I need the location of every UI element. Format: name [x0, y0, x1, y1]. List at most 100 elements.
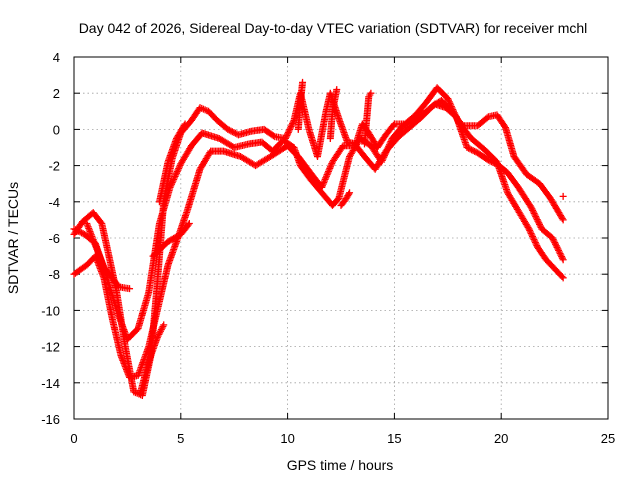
plus-marker	[299, 78, 307, 86]
x-tick-labels: 0 5 10 15 20 25	[70, 431, 615, 446]
plus-marker	[382, 149, 390, 157]
marker-path-8	[337, 189, 354, 209]
plus-marker	[529, 232, 537, 240]
plus-marker	[551, 239, 559, 247]
plus-marker	[346, 189, 354, 197]
plus-marker	[387, 138, 395, 146]
marker-path-5	[294, 78, 307, 133]
plus-marker	[78, 229, 86, 237]
plus-marker	[284, 128, 292, 136]
data-markers	[70, 78, 567, 399]
y-tick-label: -8	[48, 267, 60, 282]
x-tick-label: 10	[280, 431, 294, 446]
plus-marker	[155, 330, 163, 338]
plus-marker	[528, 205, 536, 213]
plus-marker	[159, 322, 167, 330]
plus-marker	[532, 213, 540, 221]
marker-path-7	[360, 89, 375, 148]
plus-marker	[559, 256, 567, 264]
plus-marker	[318, 182, 326, 190]
plus-marker	[184, 221, 192, 229]
plus-marker	[169, 177, 177, 185]
plus-marker	[283, 131, 291, 139]
plus-marker	[552, 242, 560, 250]
y-tick-label: -4	[48, 195, 60, 210]
plus-marker	[445, 96, 453, 104]
y-tick-label: -16	[41, 412, 60, 427]
plus-marker	[451, 110, 459, 118]
plus-marker	[450, 109, 458, 117]
y-tick-labels: -16 -14 -12 -10 -8 -6 -4 -2 0 2 4	[41, 50, 60, 427]
plus-marker	[289, 118, 297, 126]
plus-marker	[172, 171, 180, 179]
plus-marker	[173, 169, 181, 177]
plus-marker	[444, 95, 452, 103]
y-tick-label: 0	[53, 122, 60, 137]
plus-marker	[175, 164, 183, 172]
x-tick-label: 0	[70, 431, 77, 446]
plus-marker	[322, 172, 330, 180]
plus-marker	[558, 254, 566, 262]
plus-marker	[385, 142, 393, 150]
plus-marker	[384, 144, 392, 152]
plus-marker	[534, 217, 542, 225]
axis-ticks	[73, 56, 609, 420]
plus-marker	[531, 237, 539, 245]
plus-marker	[378, 156, 386, 164]
plus-marker	[171, 172, 179, 180]
marker-path-9	[559, 192, 567, 200]
marker-path-3	[149, 220, 193, 260]
plus-marker	[526, 228, 534, 236]
plus-marker	[501, 122, 509, 130]
plus-marker	[447, 102, 455, 110]
plus-marker	[281, 134, 289, 142]
marker-path-2	[136, 321, 168, 398]
plus-marker	[160, 321, 168, 329]
plus-marker	[468, 146, 476, 154]
plus-marker	[378, 158, 386, 166]
plus-marker	[380, 153, 388, 161]
y-tick-label: -14	[41, 376, 60, 391]
marker-path-6	[326, 86, 341, 142]
plus-marker	[536, 222, 544, 230]
plus-marker	[556, 250, 564, 258]
plus-marker	[176, 161, 184, 169]
plus-marker	[527, 229, 535, 237]
plus-marker	[532, 214, 540, 222]
plus-marker	[557, 251, 565, 259]
plus-marker	[553, 243, 561, 251]
plus-marker	[286, 124, 294, 132]
plus-marker	[533, 216, 541, 224]
plus-marker	[446, 99, 454, 107]
y-tick-label: -6	[48, 231, 60, 246]
plus-marker	[167, 182, 175, 190]
plus-marker	[181, 120, 189, 128]
plus-marker	[156, 329, 164, 337]
plus-marker	[535, 220, 543, 228]
plus-marker	[449, 106, 457, 114]
plus-marker	[527, 203, 535, 211]
y-tick-label: -10	[41, 303, 60, 318]
plus-marker	[559, 216, 567, 224]
plus-marker	[333, 86, 341, 94]
plus-marker	[554, 245, 562, 253]
plus-marker	[449, 107, 457, 115]
plus-marker	[327, 161, 335, 169]
plus-marker	[531, 211, 539, 219]
plus-marker	[379, 155, 387, 163]
plus-marker	[126, 285, 134, 293]
plus-marker	[323, 171, 331, 179]
plus-marker	[486, 157, 494, 165]
chart-title: Day 042 of 2026, Sidereal Day-to-day VTE…	[79, 20, 588, 36]
plus-marker	[524, 223, 532, 231]
x-tick-label: 20	[494, 431, 508, 446]
plus-marker	[321, 175, 329, 183]
plus-marker	[453, 115, 461, 123]
plus-marker	[386, 139, 394, 147]
y-tick-label: 4	[53, 50, 60, 65]
plus-marker	[559, 274, 567, 282]
plus-marker	[175, 163, 183, 171]
y-tick-label: -2	[48, 159, 60, 174]
plus-marker	[552, 240, 560, 248]
